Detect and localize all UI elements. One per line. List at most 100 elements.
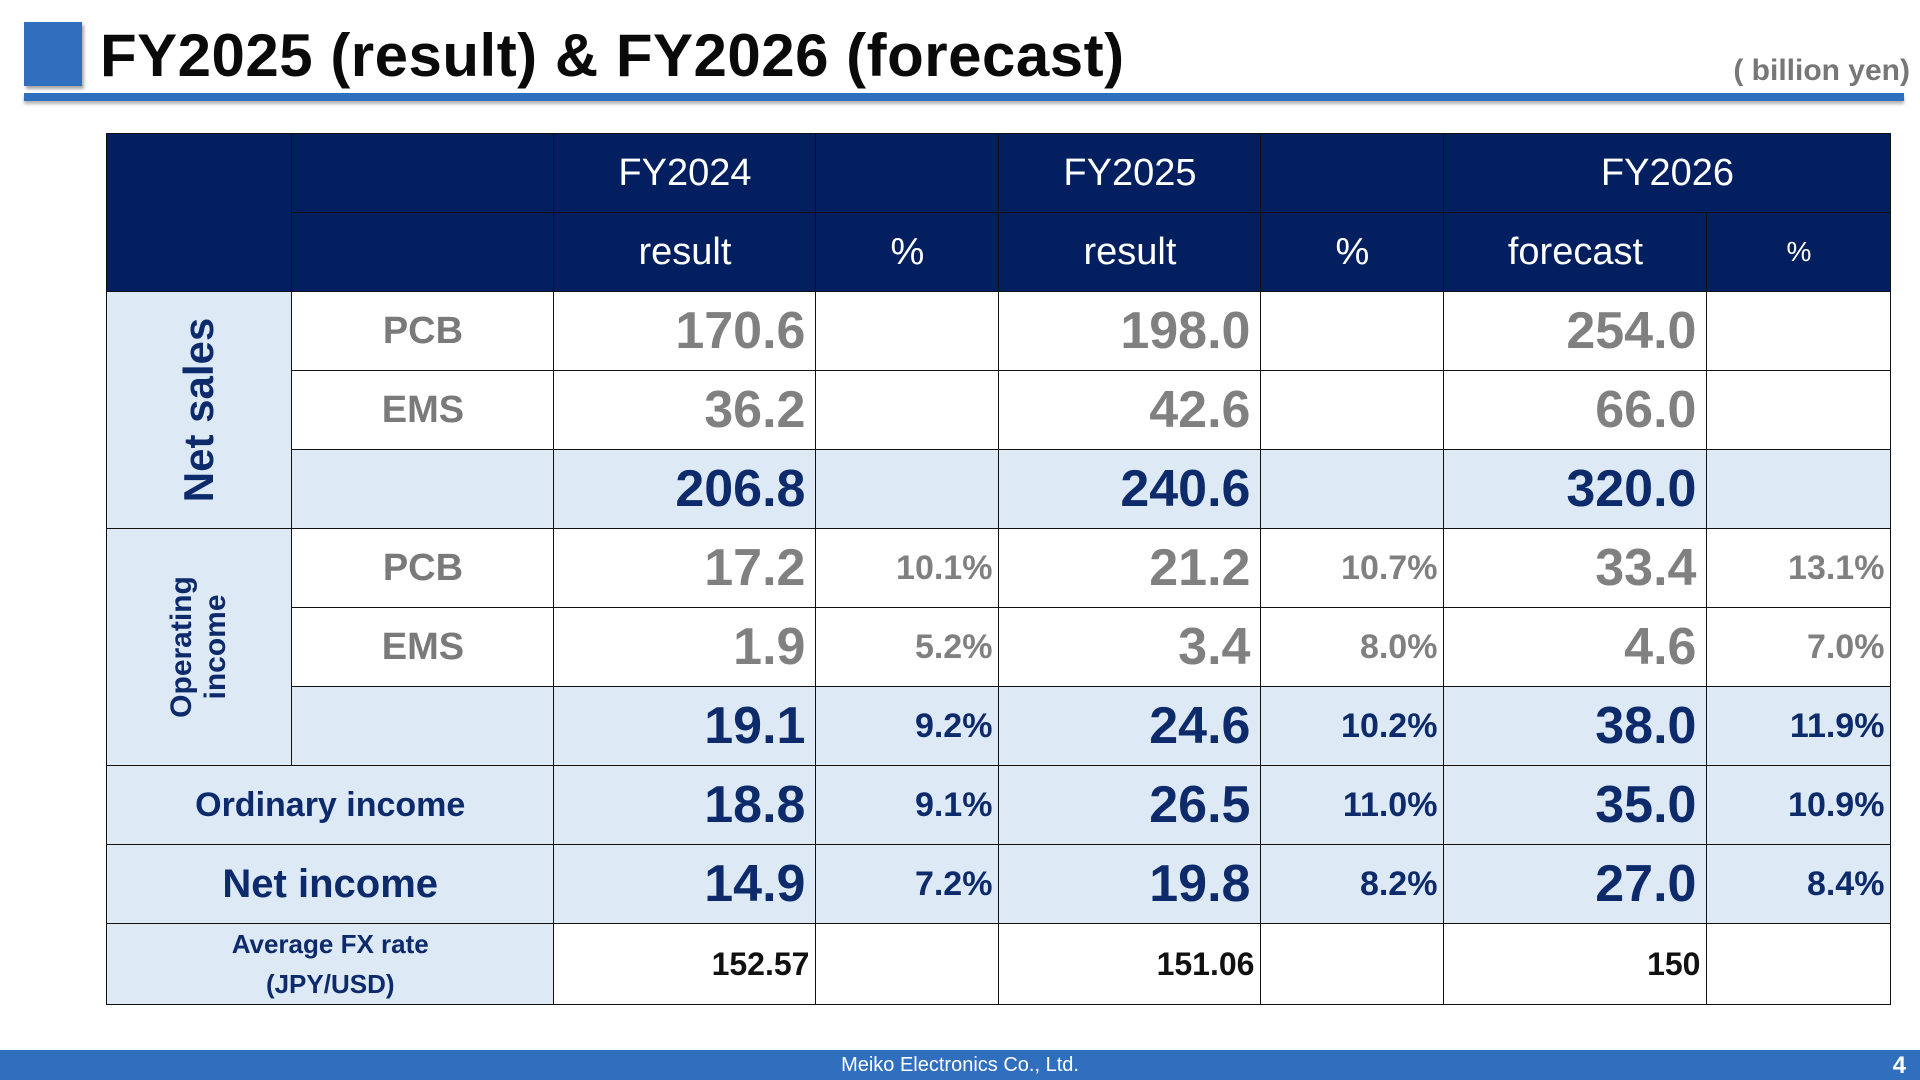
header-row-subs: result % result % forecast % (107, 212, 1892, 292)
value-cell: 27.0 (1443, 844, 1708, 924)
percent-cell (815, 370, 1000, 450)
footer-bar: Meiko Electronics Co., Ltd. 4 (0, 1050, 1920, 1080)
percent-cell (815, 449, 1000, 529)
percent-cell: 11.0% (1260, 765, 1445, 845)
percent-cell: 13.1% (1706, 528, 1892, 608)
value-cell: 4.6 (1443, 607, 1708, 687)
value-cell: 14.9 (553, 844, 817, 924)
row-label: EMS (291, 607, 555, 687)
fx-rate-label-line2: (JPY/USD) (265, 969, 395, 999)
value-cell: 320.0 (1443, 449, 1708, 529)
percent-cell: 9.2% (815, 686, 1000, 766)
fx-value-cell: 151.06 (998, 923, 1262, 1005)
value-cell: 170.6 (553, 291, 817, 371)
ordinary-income-label: Ordinary income (105, 765, 555, 845)
ordinary-income-row: Ordinary income 18.8 9.1% 26.5 11.0% 35.… (105, 765, 1892, 845)
header-blank-cell (1260, 133, 1445, 213)
fx-value-cell: 150 (1443, 923, 1708, 1005)
net-sales-total-row: 206.8 240.6 320.0 (107, 449, 1892, 529)
row-label: EMS (291, 370, 555, 450)
header-sub-result: result (998, 212, 1262, 292)
percent-cell (1706, 291, 1892, 371)
value-cell: 198.0 (998, 291, 1262, 371)
fx-rate-label-line1: Average FX rate (231, 929, 429, 959)
header-corner-cell (105, 133, 293, 292)
operating-income-ems-row: EMS 1.9 5.2% 3.4 8.0% 4.6 7.0% (107, 607, 1892, 687)
slide-title: FY2025 (result) & FY2026 (forecast) (100, 22, 1125, 89)
percent-cell (1260, 370, 1445, 450)
row-label (291, 686, 555, 766)
fx-rate-row: Average FX rate (JPY/USD) 152.57 151.06 … (105, 923, 1892, 1005)
percent-cell: 5.2% (815, 607, 1000, 687)
value-cell: 35.0 (1443, 765, 1708, 845)
row-label (291, 449, 555, 529)
row-label: PCB (291, 528, 555, 608)
header-fy2024: FY2024 (553, 133, 817, 213)
net-income-label: Net income (105, 844, 555, 924)
percent-cell: 7.2% (815, 844, 1000, 924)
page-number: 4 (1892, 1052, 1906, 1079)
percent-cell (1706, 370, 1892, 450)
value-cell: 36.2 (553, 370, 817, 450)
percent-cell: 10.2% (1260, 686, 1445, 766)
value-cell: 66.0 (1443, 370, 1708, 450)
value-cell: 24.6 (998, 686, 1262, 766)
title-underline (24, 93, 1904, 101)
percent-cell: 7.0% (1706, 607, 1892, 687)
value-cell: 19.1 (553, 686, 817, 766)
header-sub-result: result (553, 212, 817, 292)
header-sub-percent: % (815, 212, 1000, 292)
header-sub-forecast: forecast (1443, 212, 1708, 292)
percent-cell (1260, 291, 1445, 371)
value-cell: 42.6 (998, 370, 1262, 450)
percent-cell: 9.1% (815, 765, 1000, 845)
operating-income-total-row: 19.1 9.2% 24.6 10.2% 38.0 11.9% (107, 686, 1892, 766)
header-blank-cell (291, 133, 555, 213)
net-sales-ems-row: EMS 36.2 42.6 66.0 (107, 370, 1892, 450)
net-sales-pcb-row: Net sales PCB 170.6 198.0 254.0 (105, 291, 1892, 529)
row-label: PCB (291, 291, 555, 371)
percent-cell: 8.0% (1260, 607, 1445, 687)
header-fy2026: FY2026 (1443, 133, 1892, 213)
percent-cell (1706, 449, 1892, 529)
footer-company: Meiko Electronics Co., Ltd. (841, 1054, 1079, 1076)
value-cell: 19.8 (998, 844, 1262, 924)
financial-results-table: FY2024 FY2025 FY2026 result % result % f… (105, 133, 1892, 1005)
header-blank-cell (291, 212, 555, 292)
header-sub-percent: % (1706, 212, 1892, 292)
percent-cell (1260, 449, 1445, 529)
percent-cell: 11.9% (1706, 686, 1892, 766)
value-cell: 240.6 (998, 449, 1262, 529)
value-cell: 33.4 (1443, 528, 1708, 608)
value-cell: 1.9 (553, 607, 817, 687)
percent-cell (815, 291, 1000, 371)
value-cell: 18.8 (553, 765, 817, 845)
fx-blank-cell (1706, 923, 1892, 1005)
percent-cell: 8.4% (1706, 844, 1892, 924)
value-cell: 206.8 (553, 449, 817, 529)
operating-income-pcb-row: Operating income PCB 17.2 10.1% 21.2 10.… (105, 528, 1892, 766)
header-blank-cell (815, 133, 1000, 213)
value-cell: 21.2 (998, 528, 1262, 608)
percent-cell: 10.1% (815, 528, 1000, 608)
operating-income-label: Operating income (165, 576, 233, 718)
percent-cell: 8.2% (1260, 844, 1445, 924)
value-cell: 254.0 (1443, 291, 1708, 371)
fx-blank-cell (815, 923, 1000, 1005)
percent-cell: 10.7% (1260, 528, 1445, 608)
value-cell: 26.5 (998, 765, 1262, 845)
operating-income-group-label: Operating income (105, 528, 293, 766)
title-accent-square (24, 22, 82, 86)
net-sales-group-label: Net sales (105, 291, 293, 529)
fx-blank-cell (1260, 923, 1445, 1005)
percent-cell: 10.9% (1706, 765, 1892, 845)
header-fy2025: FY2025 (998, 133, 1262, 213)
value-cell: 38.0 (1443, 686, 1708, 766)
fx-rate-label: Average FX rate (JPY/USD) (105, 923, 555, 1005)
header-sub-percent: % (1260, 212, 1445, 292)
value-cell: 17.2 (553, 528, 817, 608)
fx-value-cell: 152.57 (553, 923, 817, 1005)
net-income-row: Net income 14.9 7.2% 19.8 8.2% 27.0 8.4% (105, 844, 1892, 924)
unit-label: ( billion yen) (1733, 54, 1910, 87)
header-row-years: FY2024 FY2025 FY2026 (105, 133, 1892, 292)
